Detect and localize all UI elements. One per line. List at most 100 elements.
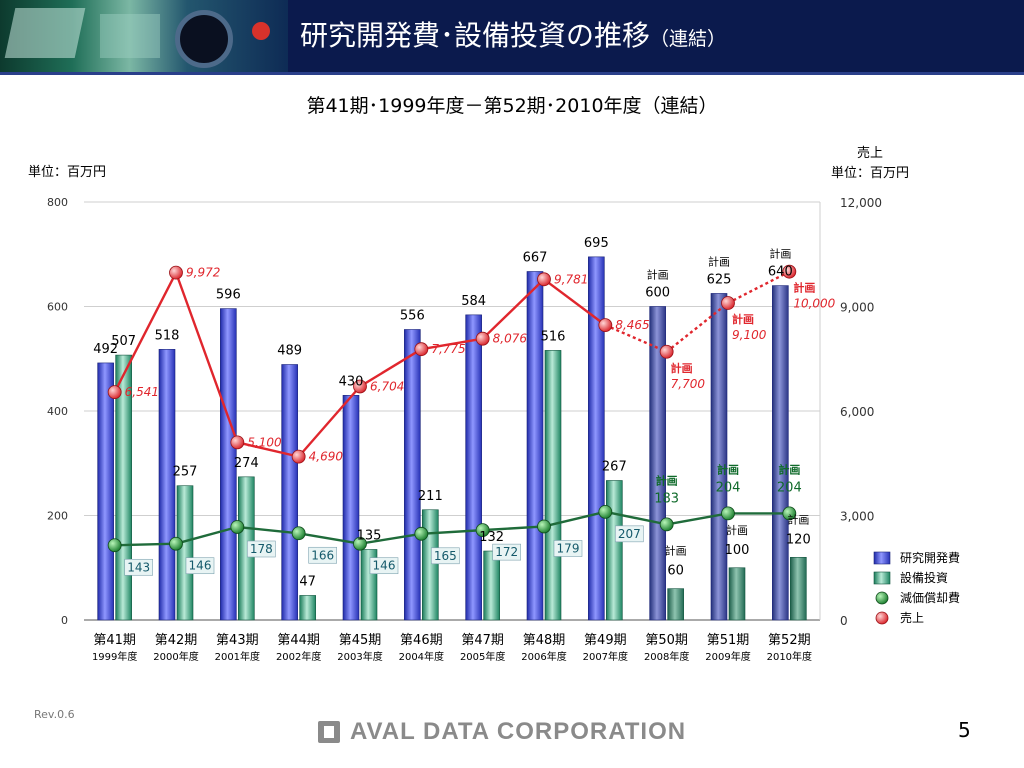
depreciation-point <box>291 526 306 541</box>
capex-value-label: 516 <box>541 329 566 344</box>
sales-line-segment <box>421 337 483 351</box>
depreciation-value-label: 207 <box>618 527 641 541</box>
sales-value-label: 4,690 <box>309 450 344 464</box>
capex-bar <box>606 480 623 621</box>
chart: 0 200 400 600 800 0 3,000 6,000 9,000 12,000 単位：百万… <box>28 145 960 663</box>
sales-point <box>414 342 429 357</box>
category-label: 第52期 <box>768 633 811 648</box>
depreciation-line-segment <box>543 510 606 528</box>
rd-bar <box>220 308 237 621</box>
plan-label: 計画 <box>665 544 687 558</box>
depreciation-point <box>353 536 367 551</box>
page-title: 研究開発費･設備投資の推移（連結） <box>300 14 726 54</box>
depreciation-point <box>782 506 797 521</box>
capex-value-label: 507 <box>111 334 136 349</box>
rd-value-label: 625 <box>707 272 732 287</box>
depreciation-line-segment <box>175 525 238 545</box>
legend-label: 減価償却費 <box>900 590 960 605</box>
legend-label: 売上 <box>900 610 924 625</box>
sales-value-label: 9,100 <box>732 328 767 342</box>
rd-bar <box>526 271 544 621</box>
capex-value-label: 267 <box>602 459 627 474</box>
capex-bar <box>299 595 316 621</box>
sales-point <box>598 318 613 333</box>
depreciation-point <box>598 504 613 519</box>
legend-swatch <box>875 611 889 625</box>
depreciation-label-box <box>369 557 399 575</box>
sales-line-segment <box>174 272 239 443</box>
left-axis-tick: 800 <box>47 196 68 209</box>
depreciation-label-box <box>247 540 276 558</box>
depreciation-point <box>414 526 429 541</box>
category-year-label: 2001年度 <box>215 650 260 663</box>
depreciation-value-label: 146 <box>189 559 212 573</box>
capex-bar <box>544 350 562 621</box>
right-axis-tick: 6,000 <box>840 405 874 419</box>
category-year-label: 2005年度 <box>460 650 505 663</box>
sales-value-label: 10,000 <box>793 297 835 311</box>
depreciation-value-label: 179 <box>557 541 580 555</box>
plan-label: 計画 <box>732 312 754 326</box>
left-axis-tick: 0 <box>61 614 68 627</box>
title-suffix: （連結） <box>650 28 727 50</box>
company-logo-icon <box>318 721 340 743</box>
depreciation-value-label: 165 <box>434 549 457 563</box>
company-logo: AVAL DATA CORPORATION <box>318 716 686 748</box>
legend-swatch <box>873 551 891 565</box>
legend-swatch <box>873 571 891 585</box>
sales-value-label: 6,541 <box>125 385 159 399</box>
sales-point <box>475 331 490 346</box>
depreciation-label-box <box>553 540 583 557</box>
capex-bar <box>115 354 132 621</box>
sales-line-segment <box>113 272 178 393</box>
sales-point <box>169 265 183 280</box>
depreciation-point <box>659 517 674 532</box>
plan-label: 計画 <box>769 247 791 261</box>
plan-label: 計画 <box>647 268 669 282</box>
capex-bar <box>790 556 807 621</box>
capex-bar <box>483 550 500 621</box>
capex-value-label: 60 <box>667 564 684 579</box>
right-axis-title: 売上 <box>857 145 883 161</box>
plan-label: 計画 <box>787 512 809 526</box>
right-axis-tick: 12,000 <box>840 196 882 210</box>
rd-value-label: 518 <box>155 328 180 343</box>
sales-line-segment <box>359 348 422 388</box>
depreciation-point <box>230 520 245 534</box>
left-axis-tick: 600 <box>47 301 68 314</box>
plan-label: 計画 <box>726 523 748 537</box>
legend-label: 研究開発費 <box>900 550 960 565</box>
category-year-label: 2004年度 <box>399 650 444 663</box>
left-axis-tick: 200 <box>47 510 68 523</box>
depreciation-value-label: 183 <box>654 491 679 506</box>
rd-value-label: 600 <box>645 286 670 301</box>
sales-point <box>537 272 551 287</box>
capex-value-label: 274 <box>234 456 259 471</box>
depreciation-line-segment <box>114 542 177 547</box>
depreciation-line-segment <box>605 510 667 526</box>
category-label: 第44期 <box>277 633 320 648</box>
rd-bar <box>649 306 666 621</box>
depreciation-label-box <box>431 547 460 565</box>
capex-bar <box>728 567 746 621</box>
rd-bar <box>281 364 298 621</box>
depreciation-point <box>107 538 122 553</box>
rd-value-label: 667 <box>523 250 548 265</box>
depreciation-point <box>475 523 490 538</box>
capex-value-label: 100 <box>725 543 750 558</box>
sales-line-segment <box>237 441 299 458</box>
category-label: 第42期 <box>155 633 198 648</box>
rd-value-label: 584 <box>461 294 486 309</box>
sales-point <box>721 296 735 310</box>
category-year-label: 2002年度 <box>276 650 321 663</box>
page-number: 5 <box>958 718 971 742</box>
capex-value-label: 47 <box>299 574 316 589</box>
chart-subtitle: 第41期･1999年度－第52期･2010年度（連結） <box>306 95 718 117</box>
depreciation-point <box>537 519 551 534</box>
category-year-label: 2003年度 <box>337 650 382 663</box>
sales-point <box>107 385 122 400</box>
legend-label: 設備投資 <box>900 570 948 585</box>
rd-bar <box>772 285 789 621</box>
rd-bar <box>404 329 421 621</box>
plan-label: 計画 <box>671 361 693 375</box>
